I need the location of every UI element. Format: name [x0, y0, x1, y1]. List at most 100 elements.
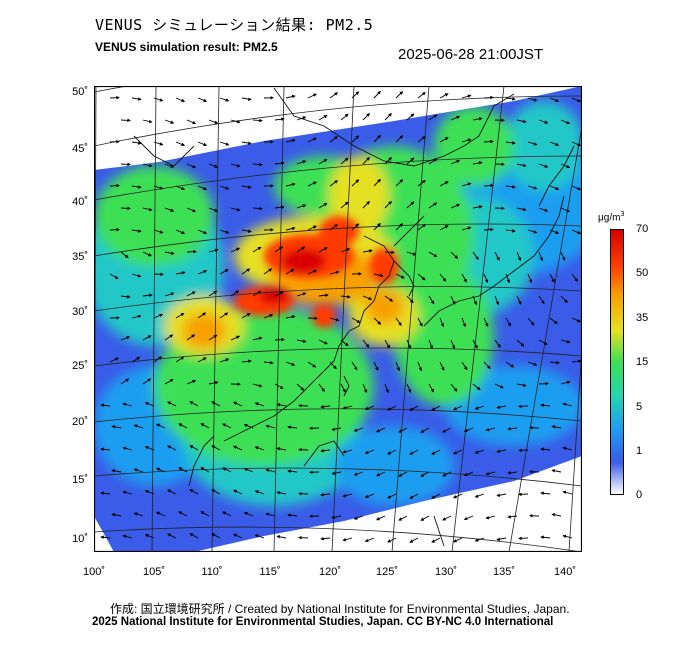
- wind-arrow: [505, 141, 516, 145]
- wind-arrow: [307, 269, 318, 275]
- wind-arrow: [439, 317, 445, 328]
- wind-arrow: [351, 361, 358, 371]
- wind-arrow: [516, 383, 527, 387]
- wind-arrow: [362, 200, 371, 209]
- wind-arrow: [483, 227, 494, 232]
- wind-arrow: [474, 405, 485, 410]
- wind-arrow: [461, 138, 472, 143]
- wind-arrow: [222, 511, 232, 517]
- wind-arrow: [560, 163, 571, 169]
- wind-arrow: [516, 163, 527, 168]
- wind-arrow: [122, 490, 133, 495]
- wind-arrow: [384, 339, 390, 349]
- wind-arrow: [329, 317, 340, 322]
- colorbar-tick-0: 0: [636, 489, 643, 501]
- lon-label-125: 125˚: [375, 566, 399, 578]
- wind-arrow: [527, 185, 538, 190]
- wind-arrow: [219, 229, 230, 234]
- wind-arrow: [494, 251, 500, 261]
- wind-arrow: [241, 141, 252, 145]
- wind-arrow: [186, 379, 197, 385]
- wind-arrow: [505, 97, 516, 101]
- wind-arrow: [241, 359, 252, 364]
- wind-arrow: [120, 206, 131, 211]
- lon-label-120: 120˚: [318, 566, 342, 578]
- wind-arrow: [362, 383, 368, 394]
- wind-arrow: [384, 156, 392, 165]
- wind-arrow: [549, 229, 560, 234]
- credit-text: 作成: 国立環境研究所 / Created by National Instit…: [110, 602, 570, 616]
- wind-arrow: [472, 339, 478, 349]
- wind-arrow: [461, 182, 472, 187]
- wind-arrow: [222, 467, 232, 473]
- wind-arrow: [452, 449, 463, 455]
- wind-arrow: [560, 251, 566, 262]
- wind-arrow: [211, 489, 221, 495]
- wind-arrow: [505, 273, 510, 284]
- wind-arrow: [562, 534, 573, 539]
- wind-arrow: [197, 270, 208, 275]
- title-english: VENUS simulation result: PM2.5: [95, 40, 278, 54]
- wind-arrow: [211, 445, 221, 451]
- wind-arrow: [387, 493, 397, 499]
- wind-arrow: [208, 334, 218, 341]
- wind-arrow: [318, 158, 328, 165]
- wind-arrow: [540, 491, 551, 496]
- wind-arrow: [364, 449, 375, 454]
- wind-arrow: [329, 224, 339, 231]
- wind-arrow: [342, 537, 353, 542]
- wind-arrow: [186, 163, 197, 169]
- wind-arrow: [516, 119, 527, 124]
- wind-arrow: [362, 295, 373, 300]
- wind-arrow: [340, 339, 349, 347]
- wind-arrow: [461, 273, 467, 283]
- wind-arrow: [164, 207, 175, 212]
- wind-arrow: [241, 185, 252, 189]
- wind-arrow: [276, 491, 287, 495]
- wind-arrow: [252, 336, 263, 341]
- wind-arrow: [483, 317, 489, 328]
- wind-arrow: [505, 185, 516, 189]
- wind-arrow: [364, 405, 375, 410]
- wind-arrow: [175, 271, 186, 275]
- wind-arrow: [417, 317, 423, 327]
- wind-arrow: [153, 97, 164, 102]
- wind-arrow: [395, 179, 404, 187]
- wind-arrow: [230, 290, 240, 297]
- wind-arrow: [417, 91, 426, 99]
- wind-arrow: [406, 113, 415, 121]
- wind-arrow: [142, 207, 153, 212]
- wind-arrow: [428, 114, 438, 121]
- wind-arrow: [164, 334, 174, 341]
- wind-arrow: [232, 489, 243, 495]
- wind-arrow: [560, 119, 571, 125]
- wind-arrow: [373, 134, 381, 143]
- wind-arrow: [219, 141, 230, 146]
- wind-arrow: [420, 471, 430, 477]
- wind-arrow: [450, 115, 461, 121]
- wind-arrow: [560, 295, 568, 304]
- colorbar-tick-70: 70: [636, 223, 649, 235]
- wind-arrow: [417, 273, 426, 281]
- wind-arrow: [144, 402, 155, 407]
- wind-arrow: [560, 380, 571, 385]
- wind-arrow: [571, 185, 582, 191]
- wind-arrow: [155, 467, 166, 473]
- wind-arrow: [549, 273, 555, 283]
- wind-arrow: [472, 251, 479, 261]
- wind-arrow: [340, 248, 351, 253]
- wind-arrow: [285, 94, 296, 99]
- wind-arrow: [243, 423, 254, 429]
- wind-arrow: [167, 533, 177, 539]
- wind-arrow: [362, 249, 373, 253]
- lon-label-110: 110˚: [201, 566, 223, 578]
- wind-arrow: [254, 402, 265, 407]
- wind-arrow: [142, 163, 153, 168]
- wind-arrow: [285, 138, 296, 143]
- wind-arrow: [167, 489, 177, 495]
- wind-arrow: [373, 222, 381, 231]
- wind-arrow: [538, 295, 545, 305]
- wind-arrow: [197, 97, 208, 103]
- wind-arrow: [472, 205, 483, 209]
- wind-arrow: [265, 512, 276, 517]
